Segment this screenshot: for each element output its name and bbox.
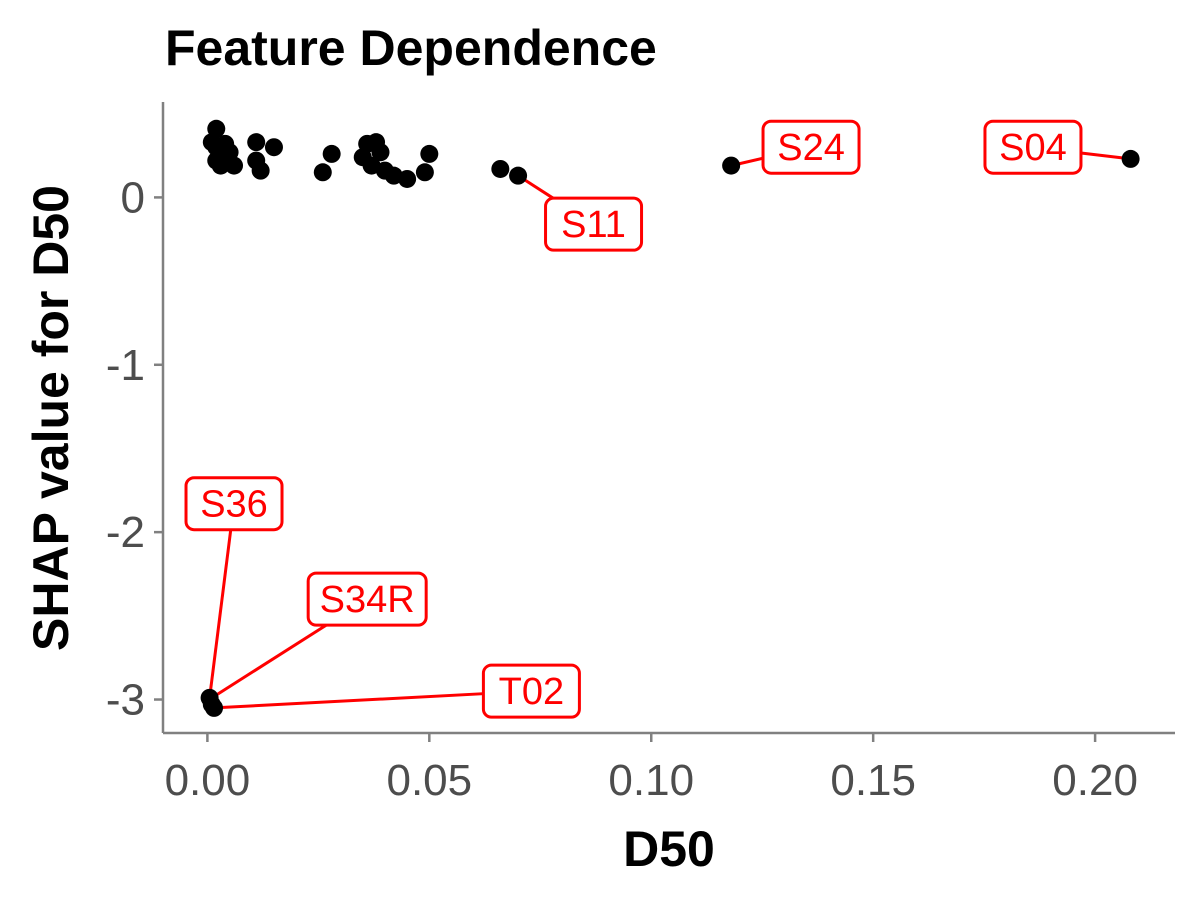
data-point xyxy=(313,163,332,182)
x-tick-label: 0.00 xyxy=(165,756,251,805)
y-tick-label: -3 xyxy=(106,676,145,725)
data-point xyxy=(420,144,439,163)
data-point xyxy=(398,169,417,188)
x-axis-title: D50 xyxy=(623,821,715,877)
data-points xyxy=(200,119,1140,717)
y-tick-label: 0 xyxy=(121,173,145,222)
data-point xyxy=(722,156,741,175)
x-tick-label: 0.15 xyxy=(830,756,916,805)
label-leader-line xyxy=(208,529,233,699)
x-tick-label: 0.20 xyxy=(1052,756,1138,805)
data-point xyxy=(205,698,224,717)
data-point xyxy=(491,159,510,178)
data-point xyxy=(1121,149,1140,168)
data-point xyxy=(509,166,528,185)
y-tick-label: -1 xyxy=(106,341,145,390)
label-leader-line xyxy=(213,692,484,710)
point-label-text: S36 xyxy=(200,484,268,526)
label-leader-line xyxy=(211,623,328,700)
data-point xyxy=(322,144,341,163)
point-label-text: T02 xyxy=(499,671,564,713)
data-point xyxy=(264,138,283,157)
data-point xyxy=(251,161,270,180)
point-label-box xyxy=(184,476,284,532)
x-tick-label: 0.05 xyxy=(386,756,472,805)
point-labels: S04 S24 S11 S36 S34R T02 xyxy=(184,119,1083,719)
tick-group: 0.00 0.05 0.10 0.15 0.20 0 -1 -2 -3 xyxy=(106,173,1138,805)
x-tick-label: 0.10 xyxy=(608,756,694,805)
data-point xyxy=(371,143,390,162)
data-point xyxy=(415,163,434,182)
point-label-text: S34R xyxy=(320,579,415,621)
data-point xyxy=(247,133,266,152)
point-label-box xyxy=(306,571,428,627)
y-tick-label: -2 xyxy=(106,508,145,557)
point-label-box xyxy=(983,119,1083,175)
point-label-text: S04 xyxy=(999,127,1067,169)
point-label-box xyxy=(544,196,644,252)
y-axis-title: SHAP value for D50 xyxy=(23,185,79,651)
point-label-text: S11 xyxy=(561,204,626,246)
chart-title: Feature Dependence xyxy=(165,20,657,76)
data-point xyxy=(225,156,244,175)
axes xyxy=(161,102,1175,735)
point-label-box xyxy=(481,663,581,719)
point-label-box xyxy=(761,119,861,175)
data-point xyxy=(211,156,230,175)
point-label-text: S24 xyxy=(777,127,845,169)
